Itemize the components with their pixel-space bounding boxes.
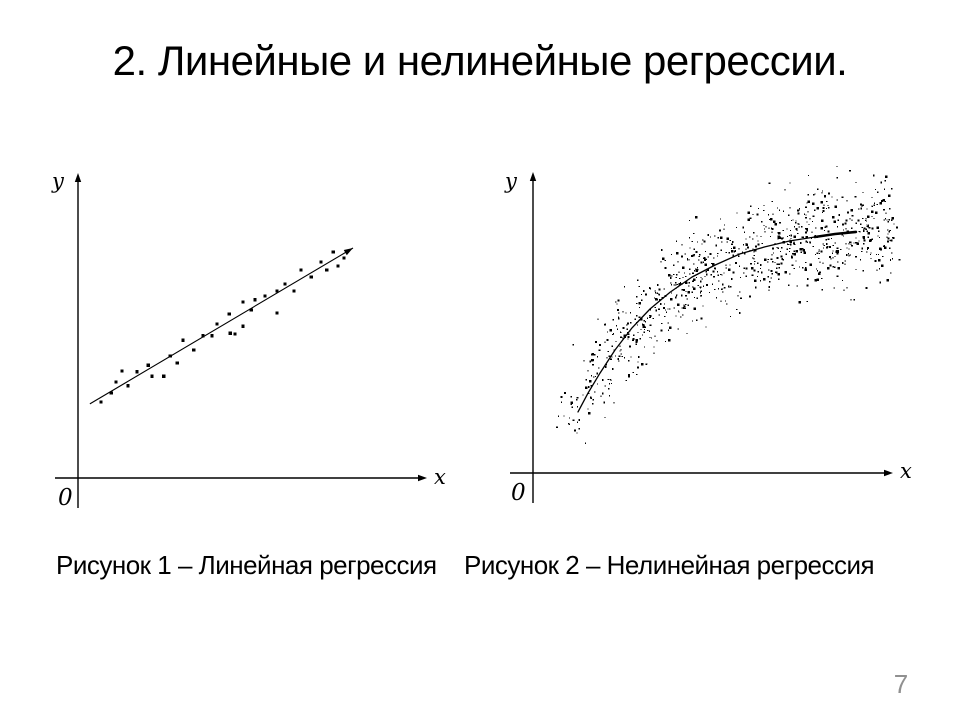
page-number: 7 xyxy=(893,669,909,699)
slide-title: 2. Линейные и нелинейные регрессии. xyxy=(112,37,848,84)
svg-text:x: x xyxy=(900,459,912,483)
axes xyxy=(510,178,887,503)
figure-caption-linear: Рисунок 1 – Линейная регрессия xyxy=(56,550,437,580)
figure-caption-nonlinear: Рисунок 2 – Нелинейная регрессия xyxy=(464,550,875,580)
nonlinear-regression-plot: y x 0 xyxy=(504,166,912,506)
axis-arrows xyxy=(74,173,427,482)
scatter-points xyxy=(99,250,346,404)
linear-regression-plot: y x 0 xyxy=(51,169,446,511)
trend-line xyxy=(89,247,354,405)
svg-text:y: y xyxy=(504,169,518,193)
regression-curve xyxy=(577,230,858,413)
axes xyxy=(55,179,421,508)
svg-text:0: 0 xyxy=(511,480,526,506)
point-cloud xyxy=(556,166,901,444)
axis-labels: y x 0 xyxy=(504,169,912,506)
axis-arrows xyxy=(529,172,893,477)
svg-text:0: 0 xyxy=(58,485,73,511)
axis-labels: y x 0 xyxy=(51,169,446,511)
svg-text:y: y xyxy=(51,169,65,193)
svg-text:x: x xyxy=(434,465,446,489)
